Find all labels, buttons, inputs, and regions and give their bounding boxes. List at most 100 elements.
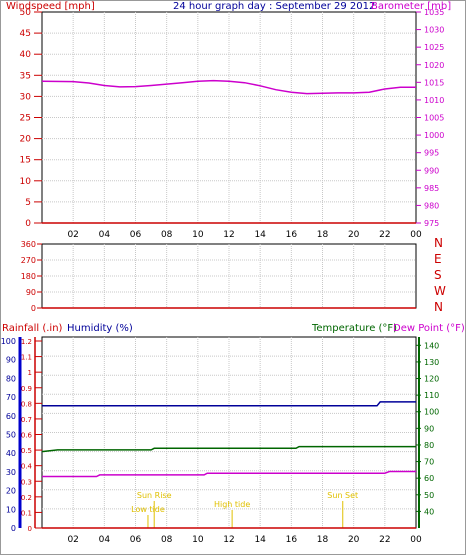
y-tick-label: 1010 bbox=[424, 96, 444, 105]
y-tick-label: 50 bbox=[424, 491, 434, 500]
y-tick-label: 0.7 bbox=[21, 416, 32, 424]
y-tick-label: 40 bbox=[6, 449, 16, 458]
y-tick-label: 120 bbox=[424, 375, 439, 384]
y-tick-label: 1035 bbox=[424, 8, 444, 17]
y-tick-label: S bbox=[434, 268, 442, 282]
x-tick-label: 12 bbox=[223, 535, 234, 545]
y-tick-label: 5 bbox=[25, 198, 31, 208]
barometer-line bbox=[41, 79, 416, 95]
y-tick-label: 1005 bbox=[424, 114, 444, 123]
y-tick-label: 995 bbox=[424, 149, 439, 158]
panel3-grid bbox=[42, 337, 416, 528]
x-tick-label: 20 bbox=[348, 535, 360, 545]
y-tick-label: 45 bbox=[20, 29, 31, 39]
y-tick-label: N bbox=[434, 236, 443, 250]
astro-tide-annotations: Low tide Sun Rise High tide Sun Set bbox=[131, 491, 358, 528]
y-tick-label: 1015 bbox=[424, 78, 444, 87]
y-tick-label: 1000 bbox=[424, 131, 444, 140]
y-tick-label: 0.2 bbox=[21, 494, 32, 502]
dewpoint-axis-label: Dew Point (°F) bbox=[393, 323, 465, 334]
y-tick-label: 30 bbox=[20, 92, 32, 102]
y-tick-label: 80 bbox=[424, 441, 434, 450]
x-tick-label: 14 bbox=[254, 230, 266, 240]
y-tick-label: 0.5 bbox=[21, 447, 32, 455]
x-tick-label: 08 bbox=[161, 230, 173, 240]
wind-axis-label: Windspeed [mph] bbox=[6, 1, 95, 12]
y-tick-label: 0.3 bbox=[21, 478, 32, 486]
y-tick-label: 0.1 bbox=[21, 509, 32, 517]
y-tick-label: 0 bbox=[11, 524, 16, 533]
x-tick-label: 10 bbox=[192, 230, 204, 240]
wind-ticks: 0 5 10 15 20 25 30 35 40 45 50 bbox=[20, 8, 42, 229]
y-tick-label: 70 bbox=[424, 458, 434, 467]
temperature-ticks: 40 50 60 70 80 90 100 110 120 130 140 bbox=[416, 341, 439, 516]
y-tick-label: 90 bbox=[6, 356, 16, 365]
y-tick-label: 60 bbox=[6, 412, 16, 421]
y-tick-label: 1025 bbox=[424, 43, 444, 52]
x-tick-label: 18 bbox=[317, 230, 329, 240]
x-tick-label: 02 bbox=[67, 535, 78, 545]
y-tick-label: 980 bbox=[424, 201, 439, 210]
y-tick-label: 15 bbox=[20, 156, 31, 166]
y-tick-label: 1020 bbox=[424, 61, 444, 70]
x-tick-label: 00 bbox=[410, 535, 422, 545]
y-tick-label: 360 bbox=[21, 240, 36, 249]
y-tick-label: E bbox=[434, 252, 442, 266]
y-tick-label: 10 bbox=[6, 505, 16, 514]
x-tick-label: 04 bbox=[99, 535, 111, 545]
x-tick-label: 08 bbox=[161, 535, 173, 545]
y-tick-label: 990 bbox=[424, 166, 439, 175]
chart-title: 24 hour graph day : September 29 2012 bbox=[173, 1, 375, 12]
humidity-line bbox=[42, 401, 416, 407]
direction-degree-ticks: 0 90 180 270 360 bbox=[21, 240, 42, 313]
dew-point-line bbox=[42, 470, 416, 478]
x-tick-label: 12 bbox=[223, 230, 234, 240]
temperature-axis-label: Temperature (°F) bbox=[311, 323, 397, 334]
y-tick-label: 50 bbox=[6, 431, 16, 440]
y-tick-label: 270 bbox=[21, 256, 36, 265]
y-tick-label: 1.2 bbox=[21, 338, 32, 346]
temperature-line bbox=[41, 445, 416, 453]
y-tick-label: 110 bbox=[424, 391, 439, 400]
y-tick-label: 1 bbox=[28, 369, 32, 377]
barometer-ticks: 975 980 985 990 995 1000 1005 1010 1015 1020 1025 1… bbox=[416, 8, 444, 228]
y-tick-label: 80 bbox=[6, 374, 16, 383]
panel2-grid bbox=[42, 244, 416, 308]
rainfall-axis-label: Rainfall (.in) bbox=[2, 323, 63, 334]
y-tick-label: 975 bbox=[424, 219, 439, 228]
y-tick-label: 20 bbox=[20, 135, 32, 145]
x-tick-label: 02 bbox=[67, 230, 78, 240]
panel1-x-ticks: 02 04 06 08 10 12 14 16 18 20 22 00 bbox=[67, 230, 422, 240]
y-tick-label: 0.8 bbox=[21, 400, 32, 408]
y-tick-label: N bbox=[434, 300, 443, 314]
panel1-series bbox=[41, 79, 416, 224]
wind-barometer-panel: Windspeed [mph] 24 hour graph day : Sept… bbox=[6, 1, 451, 240]
rain-humidity-temp-panel: Rainfall (.in) Humidity (%) Temperature … bbox=[1, 323, 465, 545]
y-tick-label: 35 bbox=[20, 71, 31, 81]
x-tick-label: 10 bbox=[192, 535, 204, 545]
y-tick-label: 50 bbox=[20, 8, 32, 18]
annotation-label: Low tide bbox=[131, 505, 165, 514]
y-tick-label: 180 bbox=[21, 272, 36, 281]
rainfall-ticks: 0 0.1 0.2 0.3 0.4 0.5 0.6 0.7 0.8 0.9 1 1.1 1.2 bbox=[21, 338, 42, 533]
x-tick-label: 00 bbox=[410, 230, 422, 240]
y-tick-label: 100 bbox=[424, 408, 439, 417]
x-tick-label: 06 bbox=[130, 230, 142, 240]
annotation-label: Sun Rise bbox=[137, 491, 172, 500]
x-tick-label: 22 bbox=[379, 230, 390, 240]
y-tick-label: 90 bbox=[424, 424, 434, 433]
y-tick-label: 0 bbox=[28, 525, 32, 533]
x-tick-label: 14 bbox=[254, 535, 266, 545]
x-tick-label: 16 bbox=[286, 535, 298, 545]
y-tick-label: 0.9 bbox=[21, 385, 32, 393]
panel3-series bbox=[41, 401, 416, 529]
humidity-ticks: 0 10 20 30 40 50 60 70 80 90 100 bbox=[1, 337, 16, 533]
humidity-axis-label: Humidity (%) bbox=[67, 323, 133, 334]
y-tick-label: 0 bbox=[31, 304, 36, 313]
y-tick-label: 90 bbox=[26, 288, 36, 297]
y-tick-label: 0.4 bbox=[21, 463, 33, 471]
x-tick-label: 06 bbox=[130, 535, 142, 545]
